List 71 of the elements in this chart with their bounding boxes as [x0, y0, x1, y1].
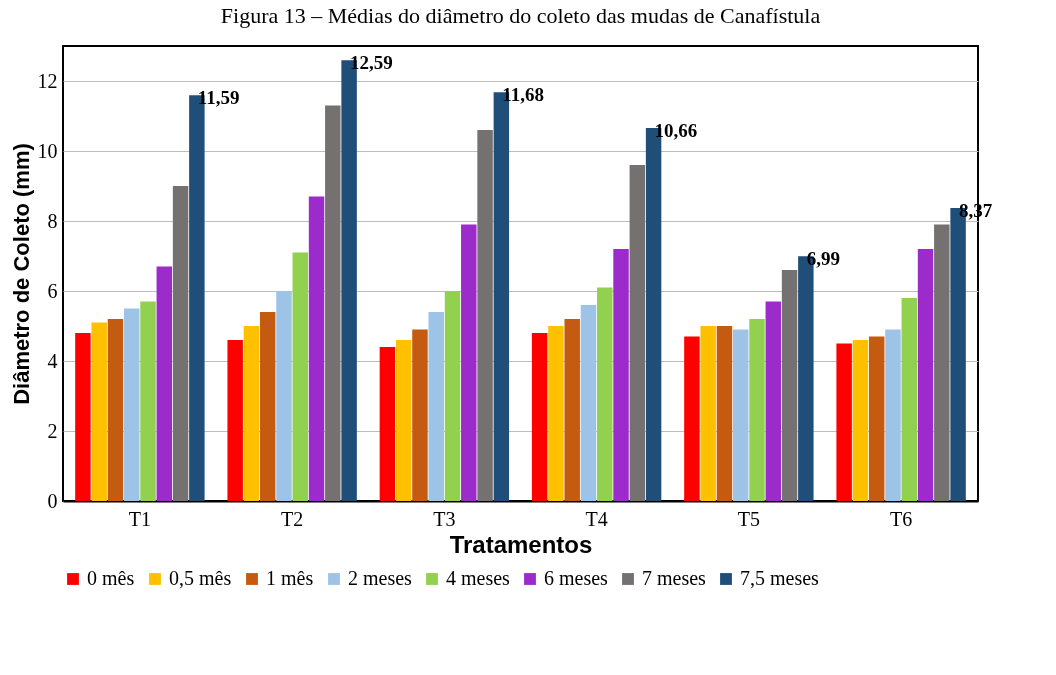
bar [868, 336, 885, 501]
x-tick-label: T5 [737, 507, 760, 530]
bar [124, 308, 140, 501]
legend-label: 0 mês [87, 567, 135, 589]
bar [292, 252, 308, 501]
x-tick-label: T4 [585, 507, 608, 530]
bar [444, 291, 461, 501]
bar [107, 319, 124, 501]
bar [379, 347, 396, 501]
legend-label: 4 meses [446, 567, 511, 589]
bar [140, 301, 156, 501]
y-tick-label: 2 [47, 419, 58, 442]
x-tick-label: T1 [128, 507, 151, 530]
bar [749, 319, 765, 501]
bar [564, 319, 580, 501]
bar [531, 333, 548, 501]
bar [765, 301, 782, 501]
bar [885, 329, 901, 501]
x-axis-title: Tratamentos [449, 530, 593, 558]
bar [684, 336, 700, 501]
chart-title: Figura 13 – Médias do diâmetro do coleto das mudas de Canafístula [220, 3, 821, 28]
bar [308, 196, 325, 501]
bar [276, 291, 292, 501]
x-tick-label: T6 [890, 507, 913, 530]
y-tick-label: 6 [47, 279, 58, 302]
legend-label: 0,5 mês [169, 567, 232, 589]
y-tick-label: 0 [47, 489, 58, 512]
x-tick-label: T2 [281, 507, 304, 530]
legend-label: 7 meses [642, 567, 707, 589]
bar [91, 322, 107, 501]
bar [700, 326, 716, 501]
bar [259, 312, 276, 501]
legend-label: 2 meses [348, 567, 413, 589]
bar [172, 186, 189, 501]
bar [412, 329, 428, 501]
y-tick-label: 10 [37, 139, 58, 162]
bar [325, 105, 341, 501]
bar [580, 305, 597, 501]
bar [852, 340, 869, 501]
y-tick-label: 12 [37, 69, 58, 92]
bar [395, 340, 412, 501]
bar [917, 249, 934, 501]
data-label: 12,59 [350, 52, 393, 74]
bar [781, 270, 798, 501]
y-tick-label: 8 [47, 209, 58, 232]
bar [548, 326, 564, 501]
bar [461, 224, 477, 501]
bar [934, 224, 950, 501]
data-label: 11,68 [502, 84, 545, 106]
bar [597, 287, 613, 501]
bar [156, 266, 173, 501]
legend-label: 7,5 meses [740, 567, 820, 589]
x-tick-label: T3 [433, 507, 456, 530]
bar [75, 333, 91, 501]
bar [901, 298, 917, 501]
bar [477, 130, 493, 501]
y-axis-title: Diâmetro de Coleto (mm) [8, 143, 34, 405]
bar [243, 326, 260, 501]
bar [227, 340, 243, 501]
bar [428, 312, 444, 501]
bar [629, 165, 646, 501]
data-label: 10,66 [654, 119, 698, 141]
bar [613, 249, 629, 501]
data-label: 6,99 [806, 248, 841, 270]
legend-label: 6 meses [544, 567, 609, 589]
legend-label: 1 mês [266, 567, 314, 589]
bar [716, 326, 733, 501]
bar [733, 329, 749, 501]
y-tick-label: 4 [47, 349, 58, 372]
bar [836, 343, 852, 501]
data-label: 11,59 [197, 87, 240, 109]
